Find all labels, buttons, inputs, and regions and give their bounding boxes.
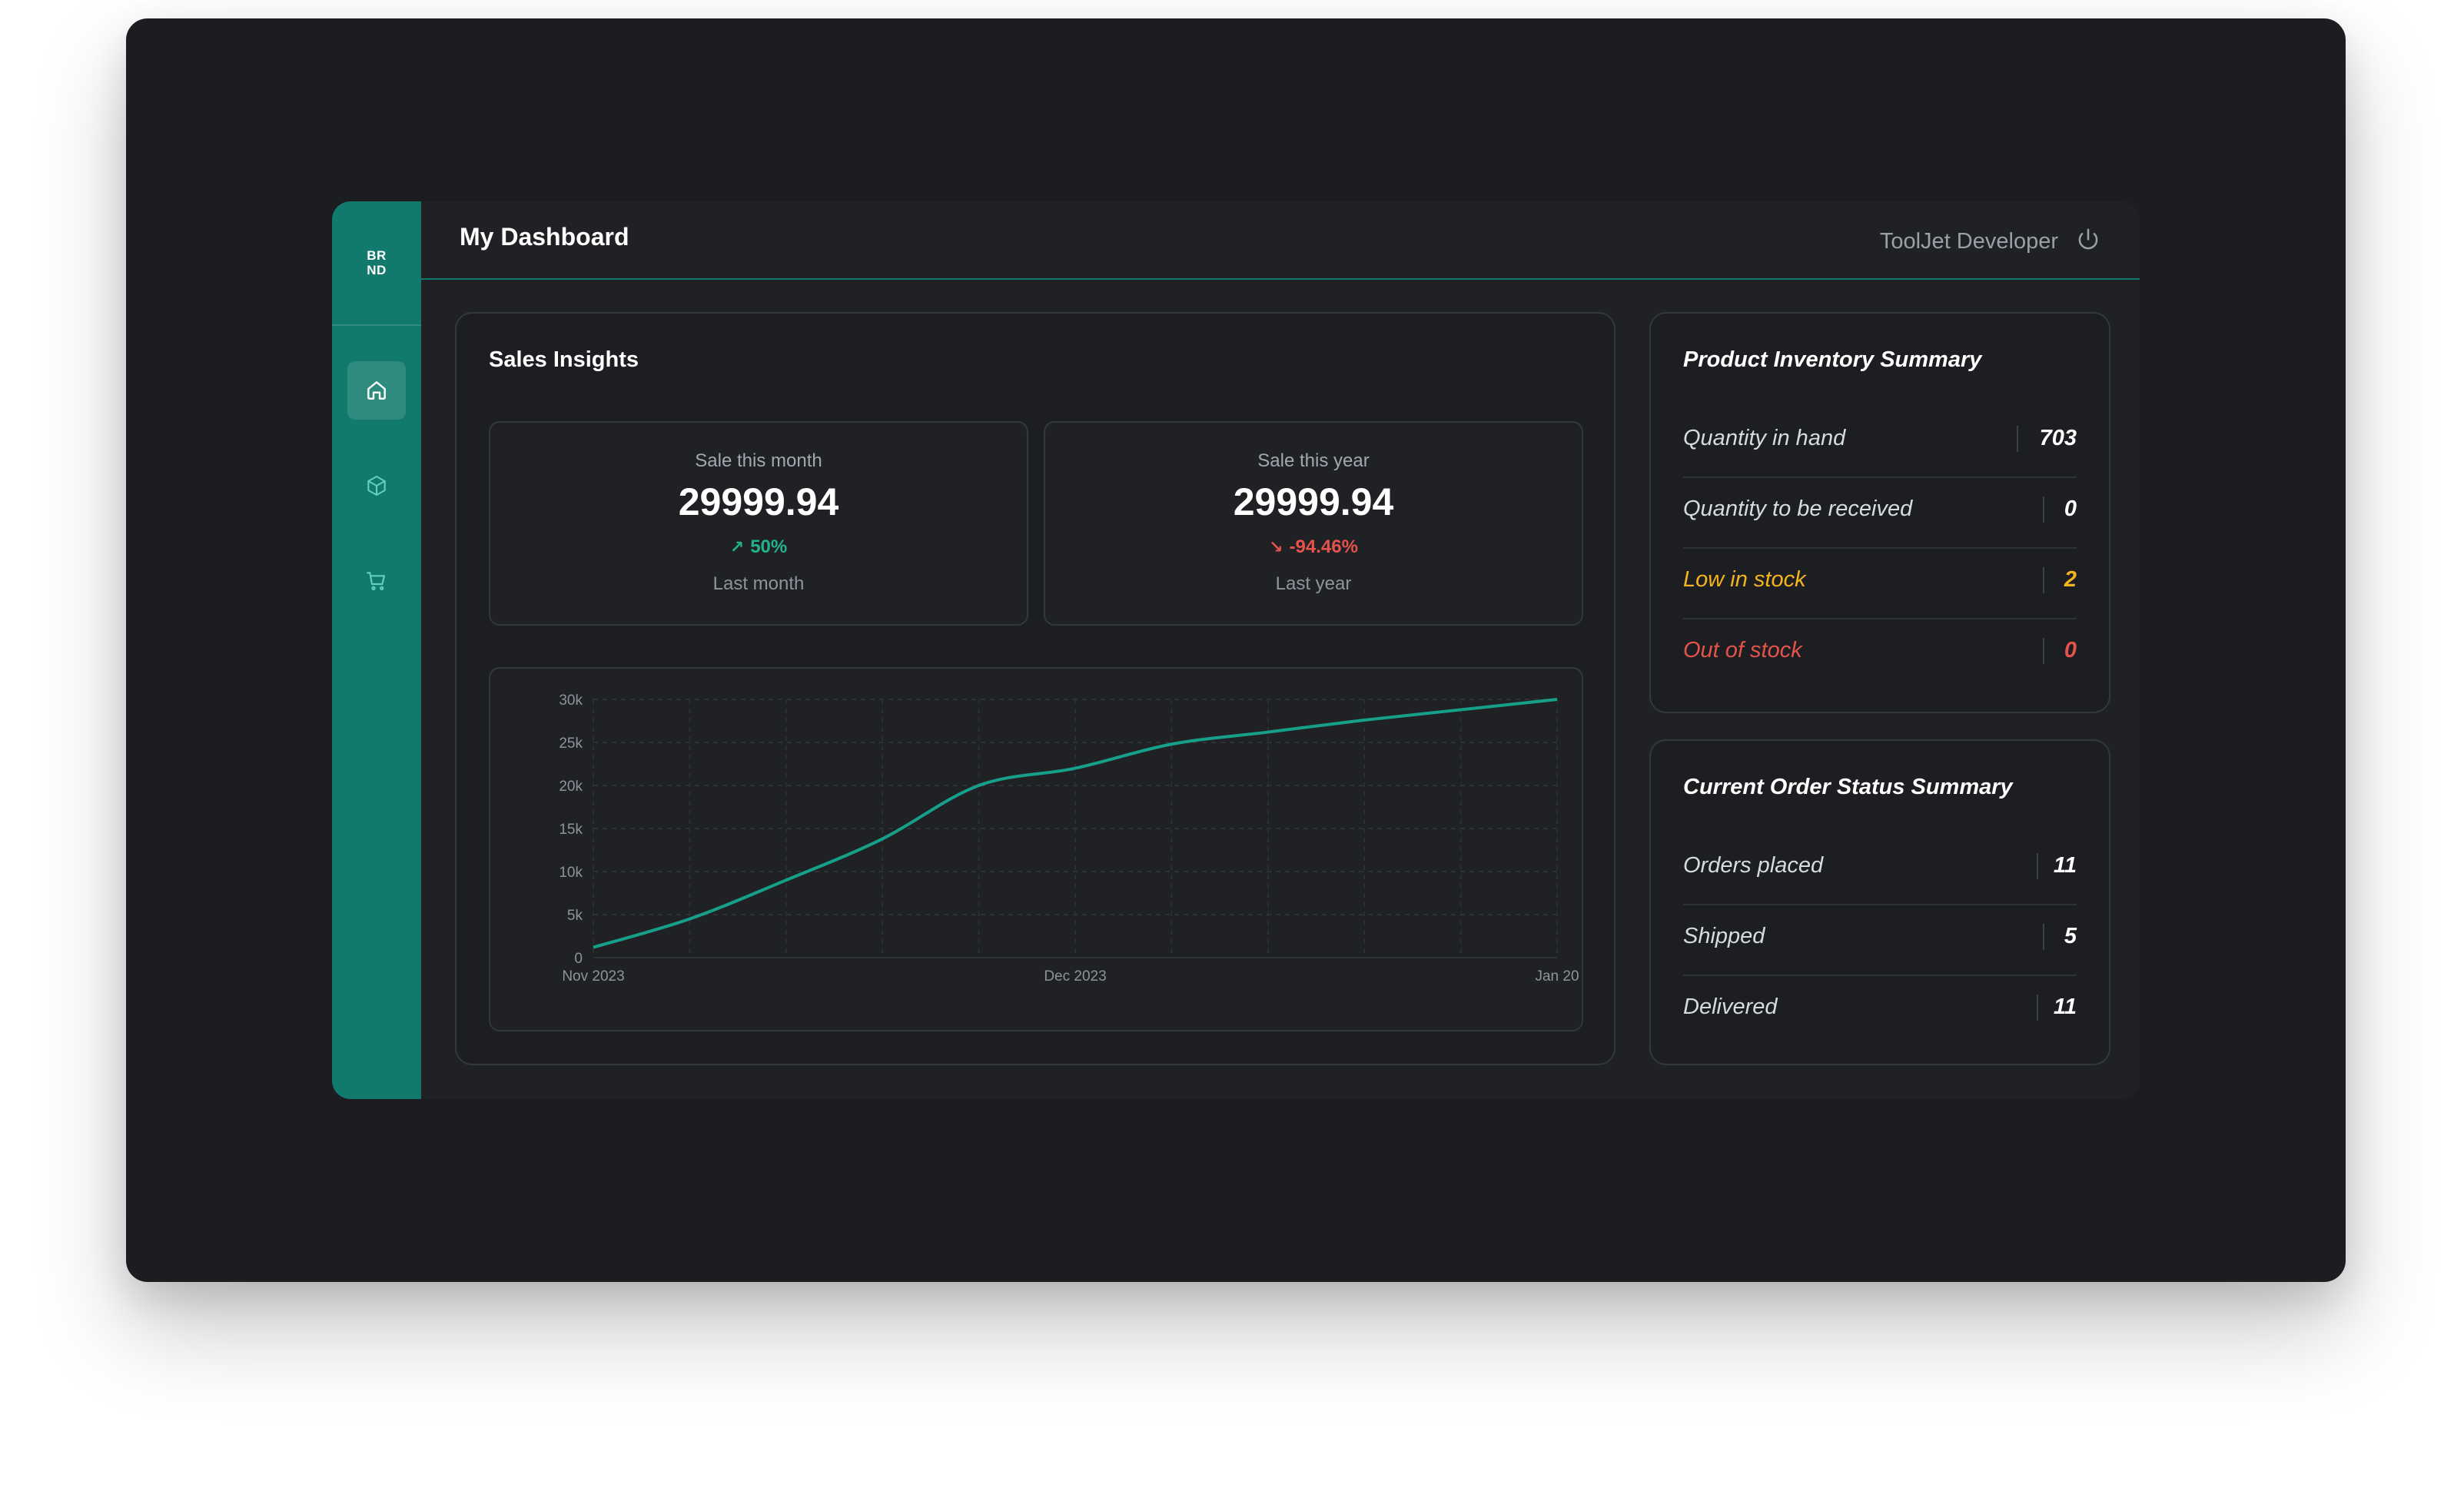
- y-tick-label: 30k: [559, 692, 583, 709]
- summary-row-divider: [2043, 924, 2044, 950]
- box-icon: [367, 475, 386, 496]
- summary-row-divider: [2043, 567, 2044, 593]
- sales-chart: 30k 25k 20k 15k 10k 5k 0 Nov 2023 Dec 2023 Jan 20: [489, 667, 1583, 1031]
- summary-row-divider: [2043, 638, 2044, 664]
- stat-change-value: -94.46%: [1289, 536, 1358, 557]
- home-icon: [367, 381, 386, 400]
- stat-label: Sale this year: [1257, 450, 1370, 471]
- y-tick-label: 20k: [559, 779, 583, 795]
- summary-row-label: Low in stock: [1683, 567, 1806, 592]
- summary-row-value: 703: [2039, 426, 2077, 450]
- power-icon[interactable]: [2074, 226, 2103, 255]
- top-bar: My Dashboard ToolJet Developer: [421, 201, 2140, 280]
- order-status-card: Current Order Status Summary Orders plac…: [1649, 739, 2110, 1065]
- inventory-summary-card: Product Inventory Summary Quantity in ha…: [1649, 312, 2110, 713]
- summary-row-label: Orders placed: [1683, 853, 1824, 878]
- brand-text: BR ND: [367, 248, 387, 277]
- summary-row-value: 0: [2064, 496, 2077, 521]
- x-tick-label: Dec 2023: [1044, 968, 1106, 985]
- stat-value: 29999.94: [1233, 480, 1394, 523]
- dashboard-app: BR ND My Dashboard ToolJet Developer Sale…: [332, 201, 2140, 1099]
- summary-row: Low in stock 2: [1683, 549, 2077, 619]
- summary-row: Orders placed 11: [1683, 835, 2077, 905]
- y-tick-label: 25k: [559, 736, 583, 752]
- summary-row: Shipped 5: [1683, 905, 2077, 976]
- y-tick-label: 15k: [559, 822, 583, 838]
- x-tick-label: Jan 20: [1535, 968, 1579, 985]
- summary-row-label: Shipped: [1683, 924, 1765, 948]
- cart-icon: [366, 572, 386, 590]
- order-status-title: Current Order Status Summary: [1683, 775, 2013, 799]
- page-title: My Dashboard: [460, 223, 629, 251]
- summary-row: Quantity in hand 703: [1683, 407, 2077, 478]
- order-rows: Orders placed 11 Shipped 5 Delivered 11: [1683, 835, 2077, 1047]
- y-tick-label: 0: [574, 951, 583, 967]
- sale-this-month-stat: Sale this month 29999.94 ↗ 50% Last month: [489, 421, 1028, 626]
- stat-sub: Last year: [1275, 573, 1352, 594]
- summary-row-divider: [2043, 496, 2044, 523]
- stat-change: ↘ -94.46%: [1045, 536, 1582, 558]
- summary-row-value: 2: [2064, 567, 2077, 592]
- summary-row-label: Quantity in hand: [1683, 426, 1846, 450]
- sales-insights-card: Sales Insights Sale this month 29999.94 …: [455, 312, 1616, 1065]
- x-tick-label: Nov 2023: [562, 968, 624, 985]
- inventory-summary-title: Product Inventory Summary: [1683, 347, 1982, 372]
- sale-this-year-stat: Sale this year 29999.94 ↘ -94.46% Last ye…: [1044, 421, 1583, 626]
- inventory-rows: Quantity in hand 703 Quantity to be receiv…: [1683, 407, 2077, 690]
- stat-change: ↗ 50%: [490, 536, 1027, 558]
- summary-row-label: Delivered: [1683, 995, 1778, 1019]
- summary-row-value: 11: [2053, 995, 2077, 1019]
- summary-row-divider: [2037, 995, 2038, 1021]
- sidebar-item-orders[interactable]: [347, 552, 406, 610]
- trend-down-icon: ↘: [1269, 537, 1283, 556]
- sales-line-series: [593, 698, 1558, 949]
- summary-row-label: Quantity to be received: [1683, 496, 1913, 521]
- summary-row: Delivered 11: [1683, 976, 2077, 1047]
- stat-sub: Last month: [712, 573, 805, 594]
- sidebar: BR ND: [332, 201, 421, 1099]
- user-name: ToolJet Developer: [1879, 229, 2058, 254]
- stat-change-value: 50%: [750, 536, 788, 557]
- stat-label: Sale this month: [695, 450, 822, 471]
- summary-row-value: 11: [2053, 853, 2077, 878]
- stat-value: 29999.94: [678, 480, 839, 523]
- brand-logo[interactable]: BR ND: [332, 201, 421, 326]
- y-tick-label: 5k: [567, 908, 583, 924]
- sidebar-item-home[interactable]: [347, 361, 406, 420]
- y-tick-label: 10k: [559, 865, 583, 881]
- summary-row-label: Out of stock: [1683, 638, 1802, 663]
- summary-row: Out of stock 0: [1683, 619, 2077, 690]
- summary-row-divider: [2037, 853, 2038, 879]
- trend-up-icon: ↗: [729, 537, 745, 556]
- summary-row: Quantity to be received 0: [1683, 478, 2077, 549]
- sales-insights-title: Sales Insights: [489, 347, 639, 372]
- summary-row-value: 5: [2064, 924, 2077, 948]
- sidebar-item-products[interactable]: [347, 457, 406, 515]
- summary-row-value: 0: [2064, 638, 2077, 663]
- summary-row-divider: [2017, 426, 2018, 452]
